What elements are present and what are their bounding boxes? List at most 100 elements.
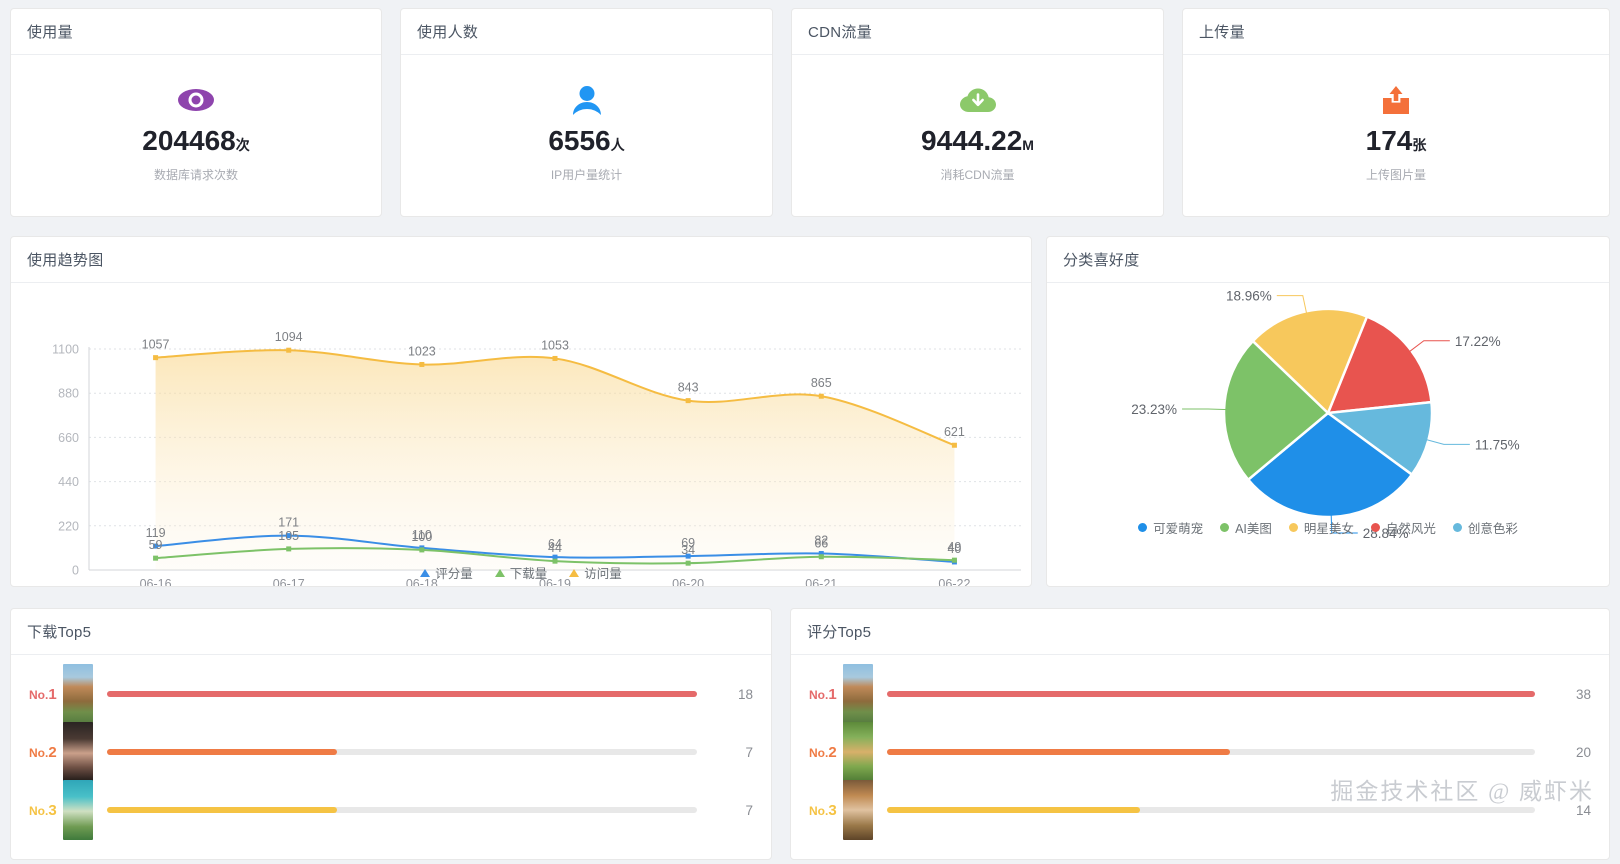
score-rank-list: No.1 38 No.2 20 No.3 14 [791,655,1609,840]
rank-thumbnail[interactable] [63,722,93,782]
card-title: 上传量 [1199,24,1245,41]
rank-number: 1 [48,685,57,703]
rank-prefix: No. [29,803,49,818]
rank-thumbnail[interactable] [843,664,873,724]
legend-item-0[interactable]: 评分量 [420,563,473,582]
progress-fill [107,807,338,813]
rank-value: 14 [1575,802,1591,818]
rank-value: 38 [1575,686,1591,702]
svg-text:1023: 1023 [408,344,436,358]
trend-legend: 评分量 下载量 访问量 [11,563,1031,582]
svg-text:40: 40 [947,542,961,556]
trend-chart-card: 使用趋势图 0 220 440 660 880 1100 1057 1094 1023 1053 8… [10,236,1032,587]
rank-thumbnail[interactable] [843,780,873,840]
legend-item-1[interactable]: 下载量 [494,563,547,582]
svg-text:105: 105 [278,529,299,543]
pie-legend-item-2[interactable]: 明星美女 [1288,518,1354,537]
svg-text:220: 220 [58,519,79,533]
trend-plot[interactable]: 0 220 440 660 880 1100 1057 1094 1023 1053 843 865 6… [11,283,1031,586]
stat-label: 数据库请求次数 [153,167,238,182]
rank-row[interactable]: No.1 38 [809,664,1591,724]
rank-label: No.3 [29,802,63,819]
progress-fill [887,807,1140,813]
eye-icon [177,79,215,121]
stat-number: 6556 [548,124,611,156]
card-header: 下载Top5 [11,609,771,655]
svg-text:621: 621 [944,425,965,439]
progress-fill [887,749,1231,755]
card-title: 下载Top5 [27,624,92,641]
score-top5-card: 评分Top5 No.1 38 No.2 20 No.3 14 [790,608,1610,860]
rank-row[interactable]: No.2 7 [29,722,753,782]
stat-label: 消耗CDN流量 [940,167,1015,182]
rank-thumbnail[interactable] [63,664,93,724]
stat-number: 174 [1365,124,1413,156]
progress-fill [887,691,1535,697]
stat-card-users: 使用人数 6556人 IP用户量统计 [400,8,773,217]
download-top5-card: 下载Top5 No.1 18 No.2 7 No.3 7 [10,608,772,860]
svg-text:59: 59 [149,538,163,552]
progress-track [887,691,1535,697]
svg-text:66: 66 [814,537,828,551]
card-title: 使用趋势图 [27,252,104,269]
progress-track [107,749,697,755]
svg-text:843: 843 [678,381,699,395]
stat-card-usage: 使用量 204468次 数据库请求次数 [10,8,382,217]
rank-row[interactable]: No.3 7 [29,780,753,840]
svg-text:06-20: 06-20 [672,577,704,586]
pie-legend-item-0[interactable]: 可爱萌宠 [1138,518,1203,537]
svg-text:06-22: 06-22 [938,577,970,586]
pie-legend-item-1[interactable]: AI美图 [1220,518,1272,537]
svg-text:119: 119 [146,526,166,540]
pie-legend-item-3[interactable]: 自然风光 [1370,518,1436,537]
card-title: 评分Top5 [807,624,872,641]
rank-prefix: No. [809,803,829,818]
watermark: 掘金技术社区 @ 威虾米 [1330,779,1594,804]
stat-value: 204468次 [142,126,249,155]
rank-row[interactable]: No.1 18 [29,664,753,724]
rank-thumbnail[interactable] [843,722,873,782]
rank-value: 20 [1575,744,1591,760]
pie-plot[interactable]: 17.22% 11.75% 28.84% 23.23% 18.96% 可爱萌宠 AI美图 明… [1047,283,1609,543]
card-header: 使用人数 [401,9,772,55]
rank-prefix: No. [29,687,49,702]
card-header: 使用趋势图 [11,237,1031,283]
svg-text:44: 44 [548,541,562,555]
rank-number: 2 [828,743,837,761]
pie-legend-item-4[interactable]: 创意色彩 [1452,518,1518,537]
svg-text:100: 100 [411,530,432,544]
rank-thumbnail[interactable] [63,780,93,840]
pie-chart-card: 分类喜好度 17.22% 11.75% 28.84% 23.23% 18.96% 可爱萌… [1046,236,1610,587]
card-title: 分类喜好度 [1063,252,1140,269]
progress-fill [107,749,338,755]
svg-text:18.96%: 18.96% [1226,289,1272,304]
stat-body: 6556人 IP用户量统计 [401,55,772,218]
trend-svg: 0 220 440 660 880 1100 1057 1094 1023 1053 843 865 6… [52,330,1021,586]
progress-track [107,807,697,813]
svg-text:660: 660 [58,431,79,445]
rank-number: 2 [48,743,57,761]
pie-svg: 17.22%11.75%28.84%23.23%18.96% [1131,289,1519,541]
cloud-download-icon [959,79,996,121]
stat-unit: 张 [1412,136,1427,153]
progress-fill [107,691,697,697]
pie-legend-label: 创意色彩 [1467,522,1518,536]
legend-dot-icon [1452,523,1462,532]
rank-row[interactable]: No.3 14 [809,780,1591,840]
rank-label: No.3 [809,802,843,819]
rank-prefix: No. [809,745,829,760]
pie-legend-label: 明星美女 [1303,522,1354,536]
stat-value: 6556人 [548,124,624,156]
card-title: CDN流量 [808,24,872,41]
legend-label: 评分量 [435,567,473,581]
legend-item-2[interactable]: 访问量 [569,563,622,582]
card-header: 使用量 [11,9,381,55]
svg-text:865: 865 [811,376,832,390]
card-title: 使用量 [27,24,73,41]
legend-dot-icon [1220,523,1230,532]
rank-row[interactable]: No.2 20 [809,722,1591,782]
svg-text:06-16: 06-16 [140,577,172,586]
svg-text:171: 171 [278,516,299,530]
legend-dot-icon [1288,523,1298,532]
rank-prefix: No. [29,745,49,760]
